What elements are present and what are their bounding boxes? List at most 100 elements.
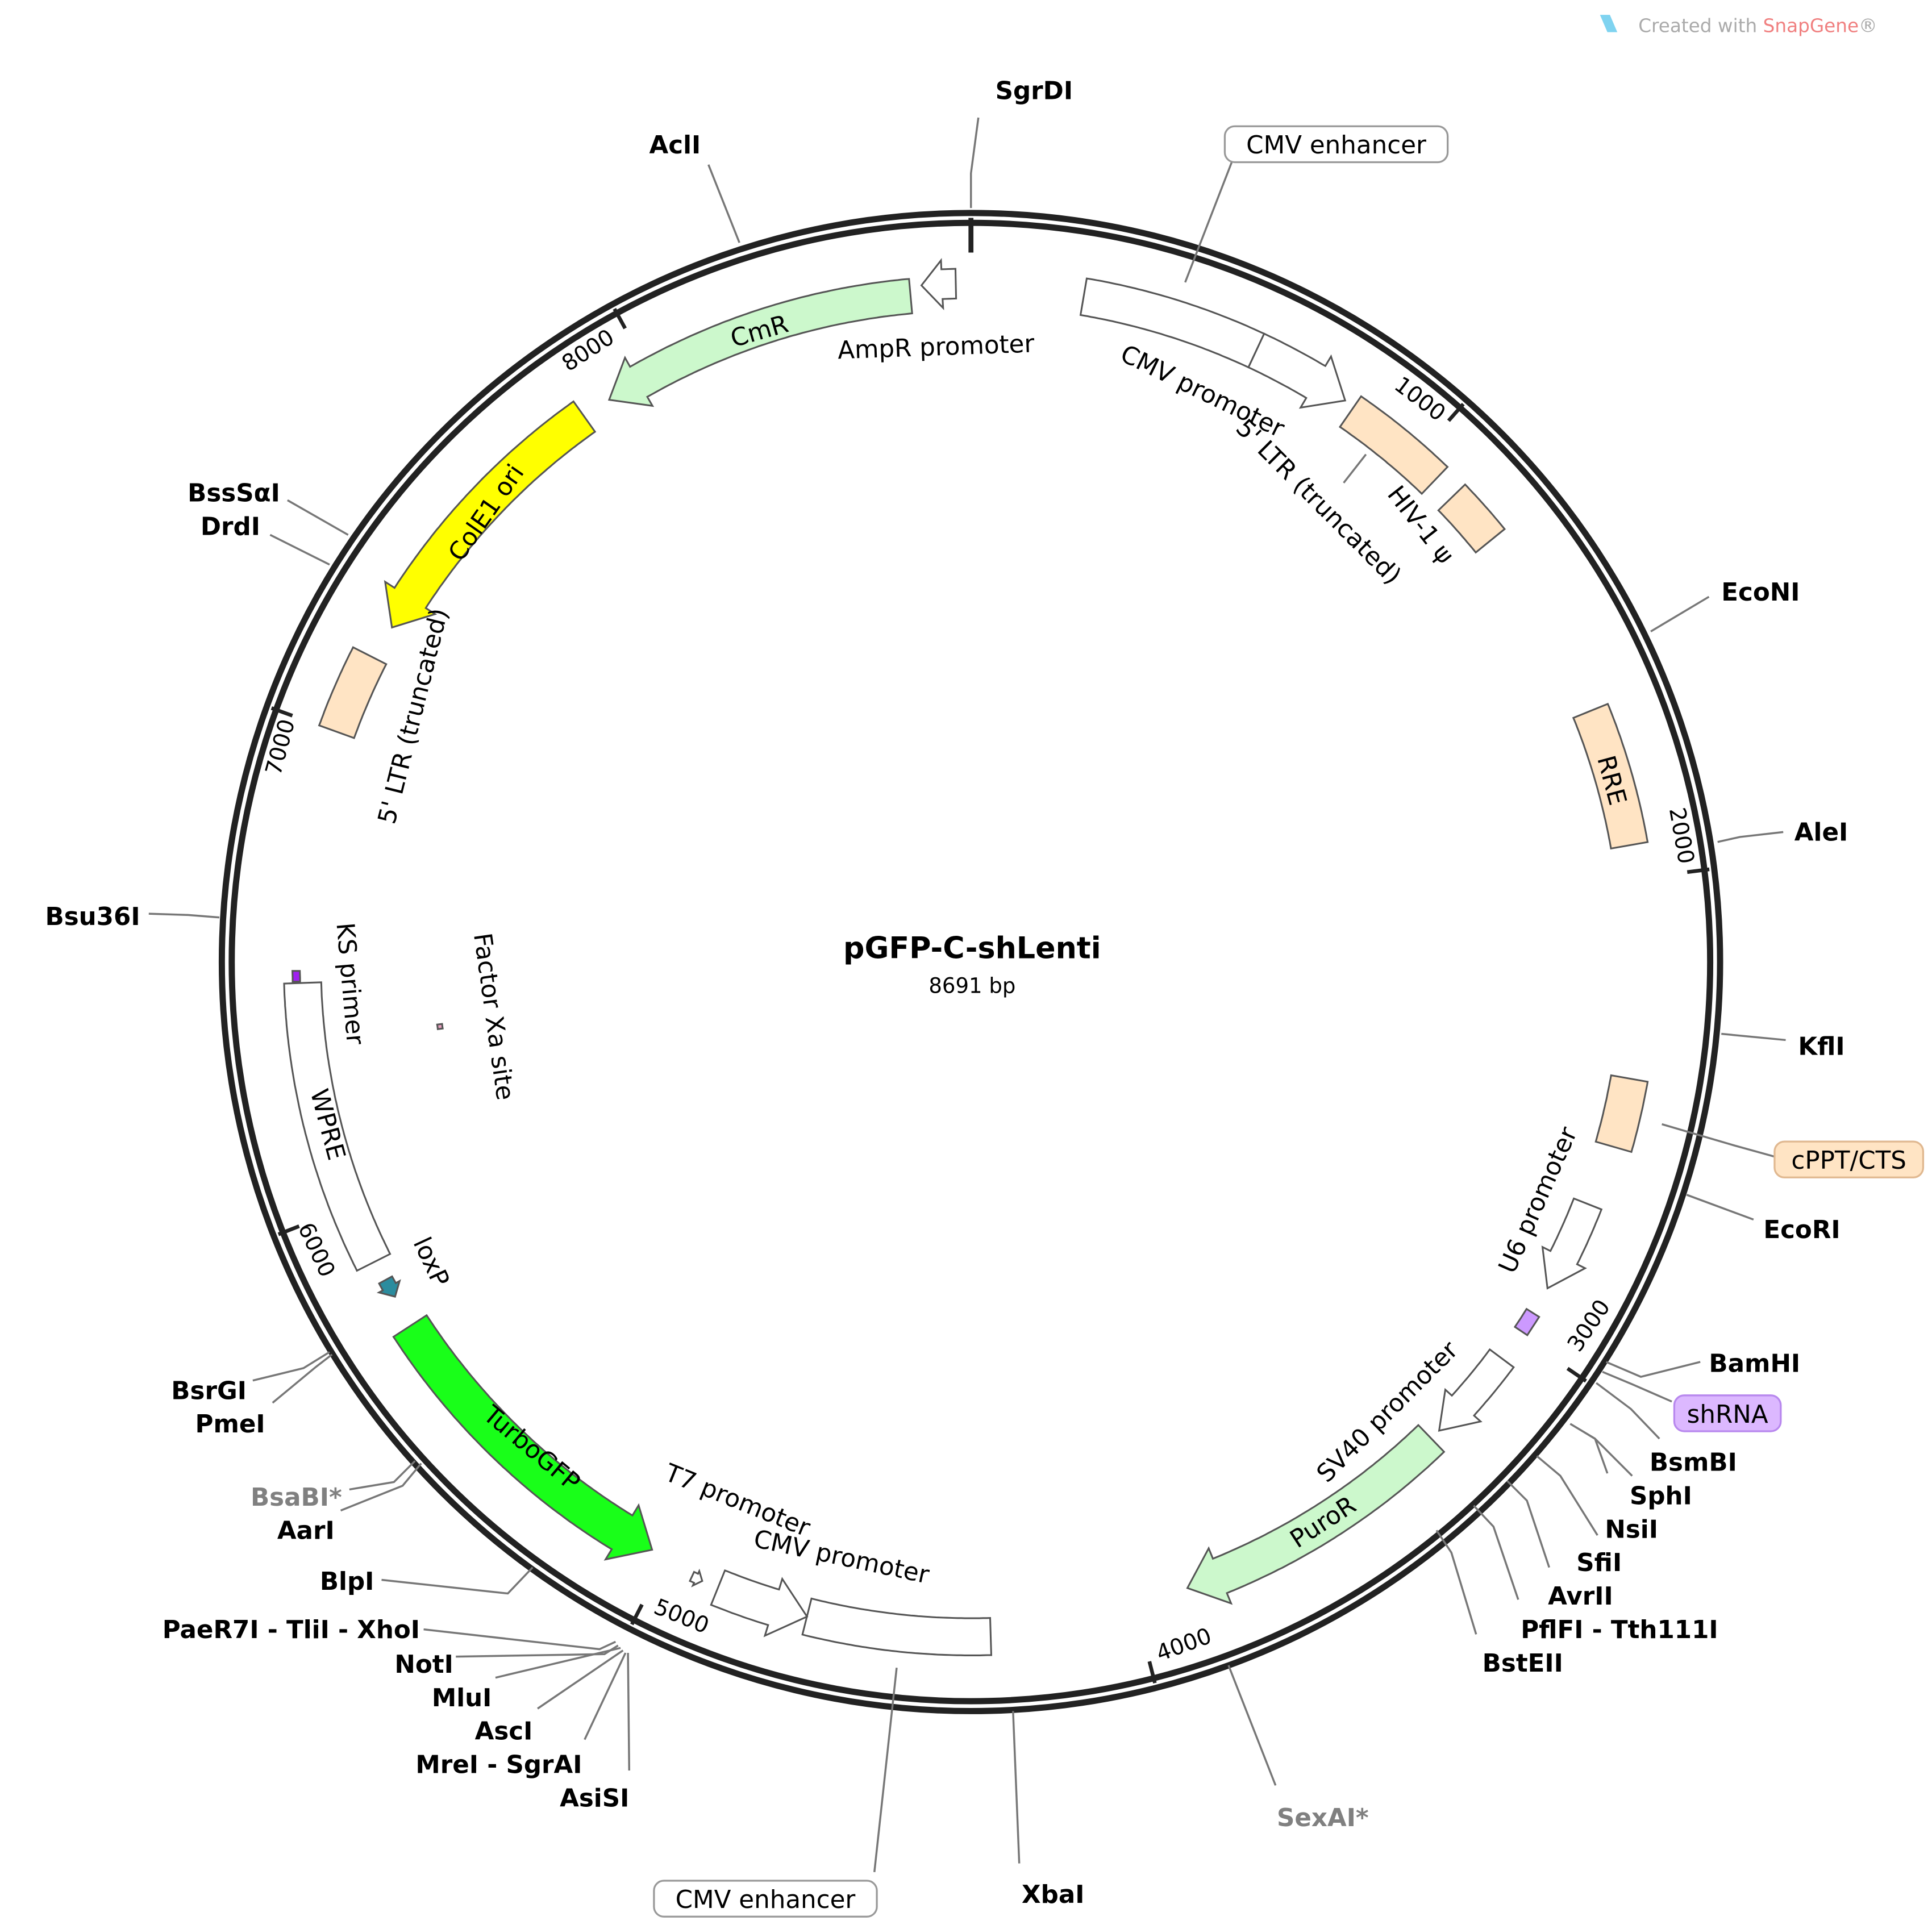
enzyme-bsabi[interactable]: BsaBI*: [251, 1484, 342, 1512]
line-cmv-enhancer-bottom: [873, 1668, 898, 1872]
feature-cppt-cts[interactable]: [1594, 1074, 1649, 1153]
feature-cmr[interactable]: [607, 278, 913, 407]
enzyme-asci[interactable]: AscI: [475, 1718, 533, 1746]
feature-ks-primer[interactable]: [292, 970, 301, 983]
features: [283, 258, 1649, 1656]
feature-sv40-promoter[interactable]: [1438, 1348, 1515, 1432]
enzyme-paer7i-tlii-xhoi[interactable]: PaeR7I - TliI - XhoI: [163, 1616, 420, 1644]
tick-mark: [1687, 867, 1710, 874]
enzyme-blpi[interactable]: BlpI: [320, 1568, 374, 1596]
svg-text:Created with SnapGene®: Created with SnapGene®: [1638, 15, 1877, 37]
label-cmv-enhancer-bottom[interactable]: CMV enhancer: [676, 1886, 856, 1914]
feature-puror[interactable]: [1186, 1423, 1446, 1605]
feature-factor-xa-site[interactable]: [436, 1023, 444, 1030]
label-box-cmv-enhancer-bottom: [653, 1880, 878, 1918]
enzyme-mlui[interactable]: MluI: [432, 1684, 492, 1713]
line-pflfi: [1473, 1505, 1519, 1600]
enzyme-bsssai[interactable]: BssSαI: [188, 480, 280, 508]
label-hiv1-psi[interactable]: HIV-1 ψ: [1381, 481, 1459, 569]
line-bamhi: [1605, 1361, 1701, 1378]
feature-cmv-enhancer[interactable]: [1079, 277, 1265, 369]
label-ks-primer[interactable]: KS primer: [330, 922, 369, 1046]
line-sfii: [1536, 1455, 1598, 1536]
enzyme-bamhi[interactable]: BamHI: [1709, 1349, 1800, 1378]
line-aari: [340, 1463, 422, 1512]
enzyme-drdi[interactable]: DrdI: [201, 513, 260, 541]
feature-loxp[interactable]: [376, 1275, 401, 1298]
feature-t7-promoter[interactable]: [689, 1568, 703, 1588]
label-cppt-cts[interactable]: cPPT/CTS: [1791, 1147, 1906, 1175]
feature-cmv-enhancer[interactable]: [801, 1597, 993, 1656]
enzyme-alei[interactable]: AleI: [1794, 819, 1848, 847]
enzyme-bsteii[interactable]: BstEII: [1483, 1649, 1563, 1678]
line-mlui: [495, 1647, 621, 1679]
line-asci: [537, 1649, 624, 1710]
label-shrna[interactable]: shRNA: [1687, 1401, 1768, 1429]
feature-cmv-promoter[interactable]: [1247, 332, 1347, 409]
tick-mark: [1147, 1661, 1157, 1684]
enzyme-labels: SgrDI AclI EcoNI AleI KflI EcoRI BamHI B…: [45, 77, 1848, 1909]
line-mrei: [584, 1652, 627, 1740]
enzyme-aari[interactable]: AarI: [277, 1517, 335, 1545]
enzyme-bsrgi[interactable]: BsrGI: [171, 1377, 247, 1405]
line-paer7i: [423, 1628, 617, 1651]
feature-wpre[interactable]: [283, 981, 392, 1272]
enzyme-sfii[interactable]: SfiI: [1576, 1549, 1622, 1577]
tick-mark: [1566, 1366, 1587, 1383]
feature-shrna[interactable]: [1513, 1307, 1540, 1337]
label-loxp[interactable]: loxP: [407, 1233, 455, 1291]
enzyme-noti[interactable]: NotI: [394, 1651, 453, 1679]
enzyme-xbai[interactable]: XbaI: [1022, 1881, 1084, 1909]
feature-u6-promoter[interactable]: [1541, 1197, 1603, 1290]
line-alei: [1717, 831, 1784, 843]
tick-mark: [630, 1603, 644, 1626]
enzyme-econi[interactable]: EcoNI: [1721, 578, 1800, 607]
line-drdi: [269, 534, 330, 566]
enzyme-ecori[interactable]: EcoRI: [1763, 1216, 1840, 1244]
feature-ampr-promoter[interactable]: [920, 258, 957, 310]
enzyme-acli[interactable]: AclI: [649, 131, 701, 160]
enzyme-sexai[interactable]: SexAI*: [1277, 1804, 1369, 1832]
label-cmv-promoter-bottom[interactable]: CMV promoter: [751, 1525, 932, 1590]
plasmid-length: 8691 bp: [928, 974, 1015, 998]
line-avrii: [1506, 1480, 1550, 1568]
line-xbai: [1012, 1711, 1021, 1864]
feature-5-ltr-truncated[interactable]: [318, 646, 388, 739]
line-noti: [456, 1644, 619, 1658]
line-bsssai: [287, 499, 349, 536]
label-cmv-enhancer-top[interactable]: CMV enhancer: [1246, 131, 1426, 160]
enzyme-sgrdi[interactable]: SgrDI: [996, 77, 1073, 105]
enzyme-pflfi-tth111i[interactable]: PflFI - Tth111I: [1521, 1616, 1718, 1644]
label-t7-promoter[interactable]: T7 promoter: [660, 1459, 814, 1543]
feature-rre[interactable]: [1572, 702, 1649, 850]
feature-cmv-promoter[interactable]: [710, 1569, 809, 1638]
line-ecori: [1686, 1194, 1754, 1221]
label-ampr-promoter[interactable]: AmpR promoter: [837, 330, 1035, 365]
feature-turbogfp[interactable]: [392, 1314, 653, 1561]
tick-mark: [613, 307, 627, 330]
line-cppt: [1662, 1123, 1779, 1159]
label-factor-xa-site[interactable]: Factor Xa site: [468, 931, 519, 1102]
label-box-shrna: [1673, 1394, 1782, 1432]
enzyme-bsu36i[interactable]: Bsu36I: [45, 903, 140, 931]
line-kfli: [1721, 1032, 1786, 1041]
enzyme-kfli[interactable]: KflI: [1798, 1033, 1844, 1061]
feature-cole1-ori[interactable]: [384, 400, 597, 629]
label-box-cppt: [1773, 1140, 1925, 1178]
line-econi: [1650, 595, 1710, 632]
enzyme-asisi[interactable]: AsiSI: [560, 1784, 629, 1813]
feature-5-ltr-truncated[interactable]: [1338, 395, 1449, 495]
enzyme-pmei[interactable]: PmeI: [195, 1410, 265, 1439]
enzyme-nsii[interactable]: NsiI: [1605, 1515, 1658, 1544]
feature-hiv-1[interactable]: [1437, 483, 1506, 554]
line-pmei: [272, 1353, 333, 1404]
line-bsteii: [1435, 1530, 1477, 1635]
line-blpi: [381, 1566, 534, 1595]
enzyme-mrei-sgrai[interactable]: MreI - SgrAI: [415, 1751, 582, 1779]
enzyme-sphi[interactable]: SphI: [1630, 1482, 1692, 1511]
enzyme-avrii[interactable]: AvrII: [1548, 1582, 1613, 1611]
label-5ltr-left[interactable]: 5' LTR (truncated): [373, 606, 454, 827]
enzyme-bsmbi[interactable]: BsmBI: [1650, 1449, 1737, 1477]
line-shrna: [1602, 1370, 1672, 1403]
